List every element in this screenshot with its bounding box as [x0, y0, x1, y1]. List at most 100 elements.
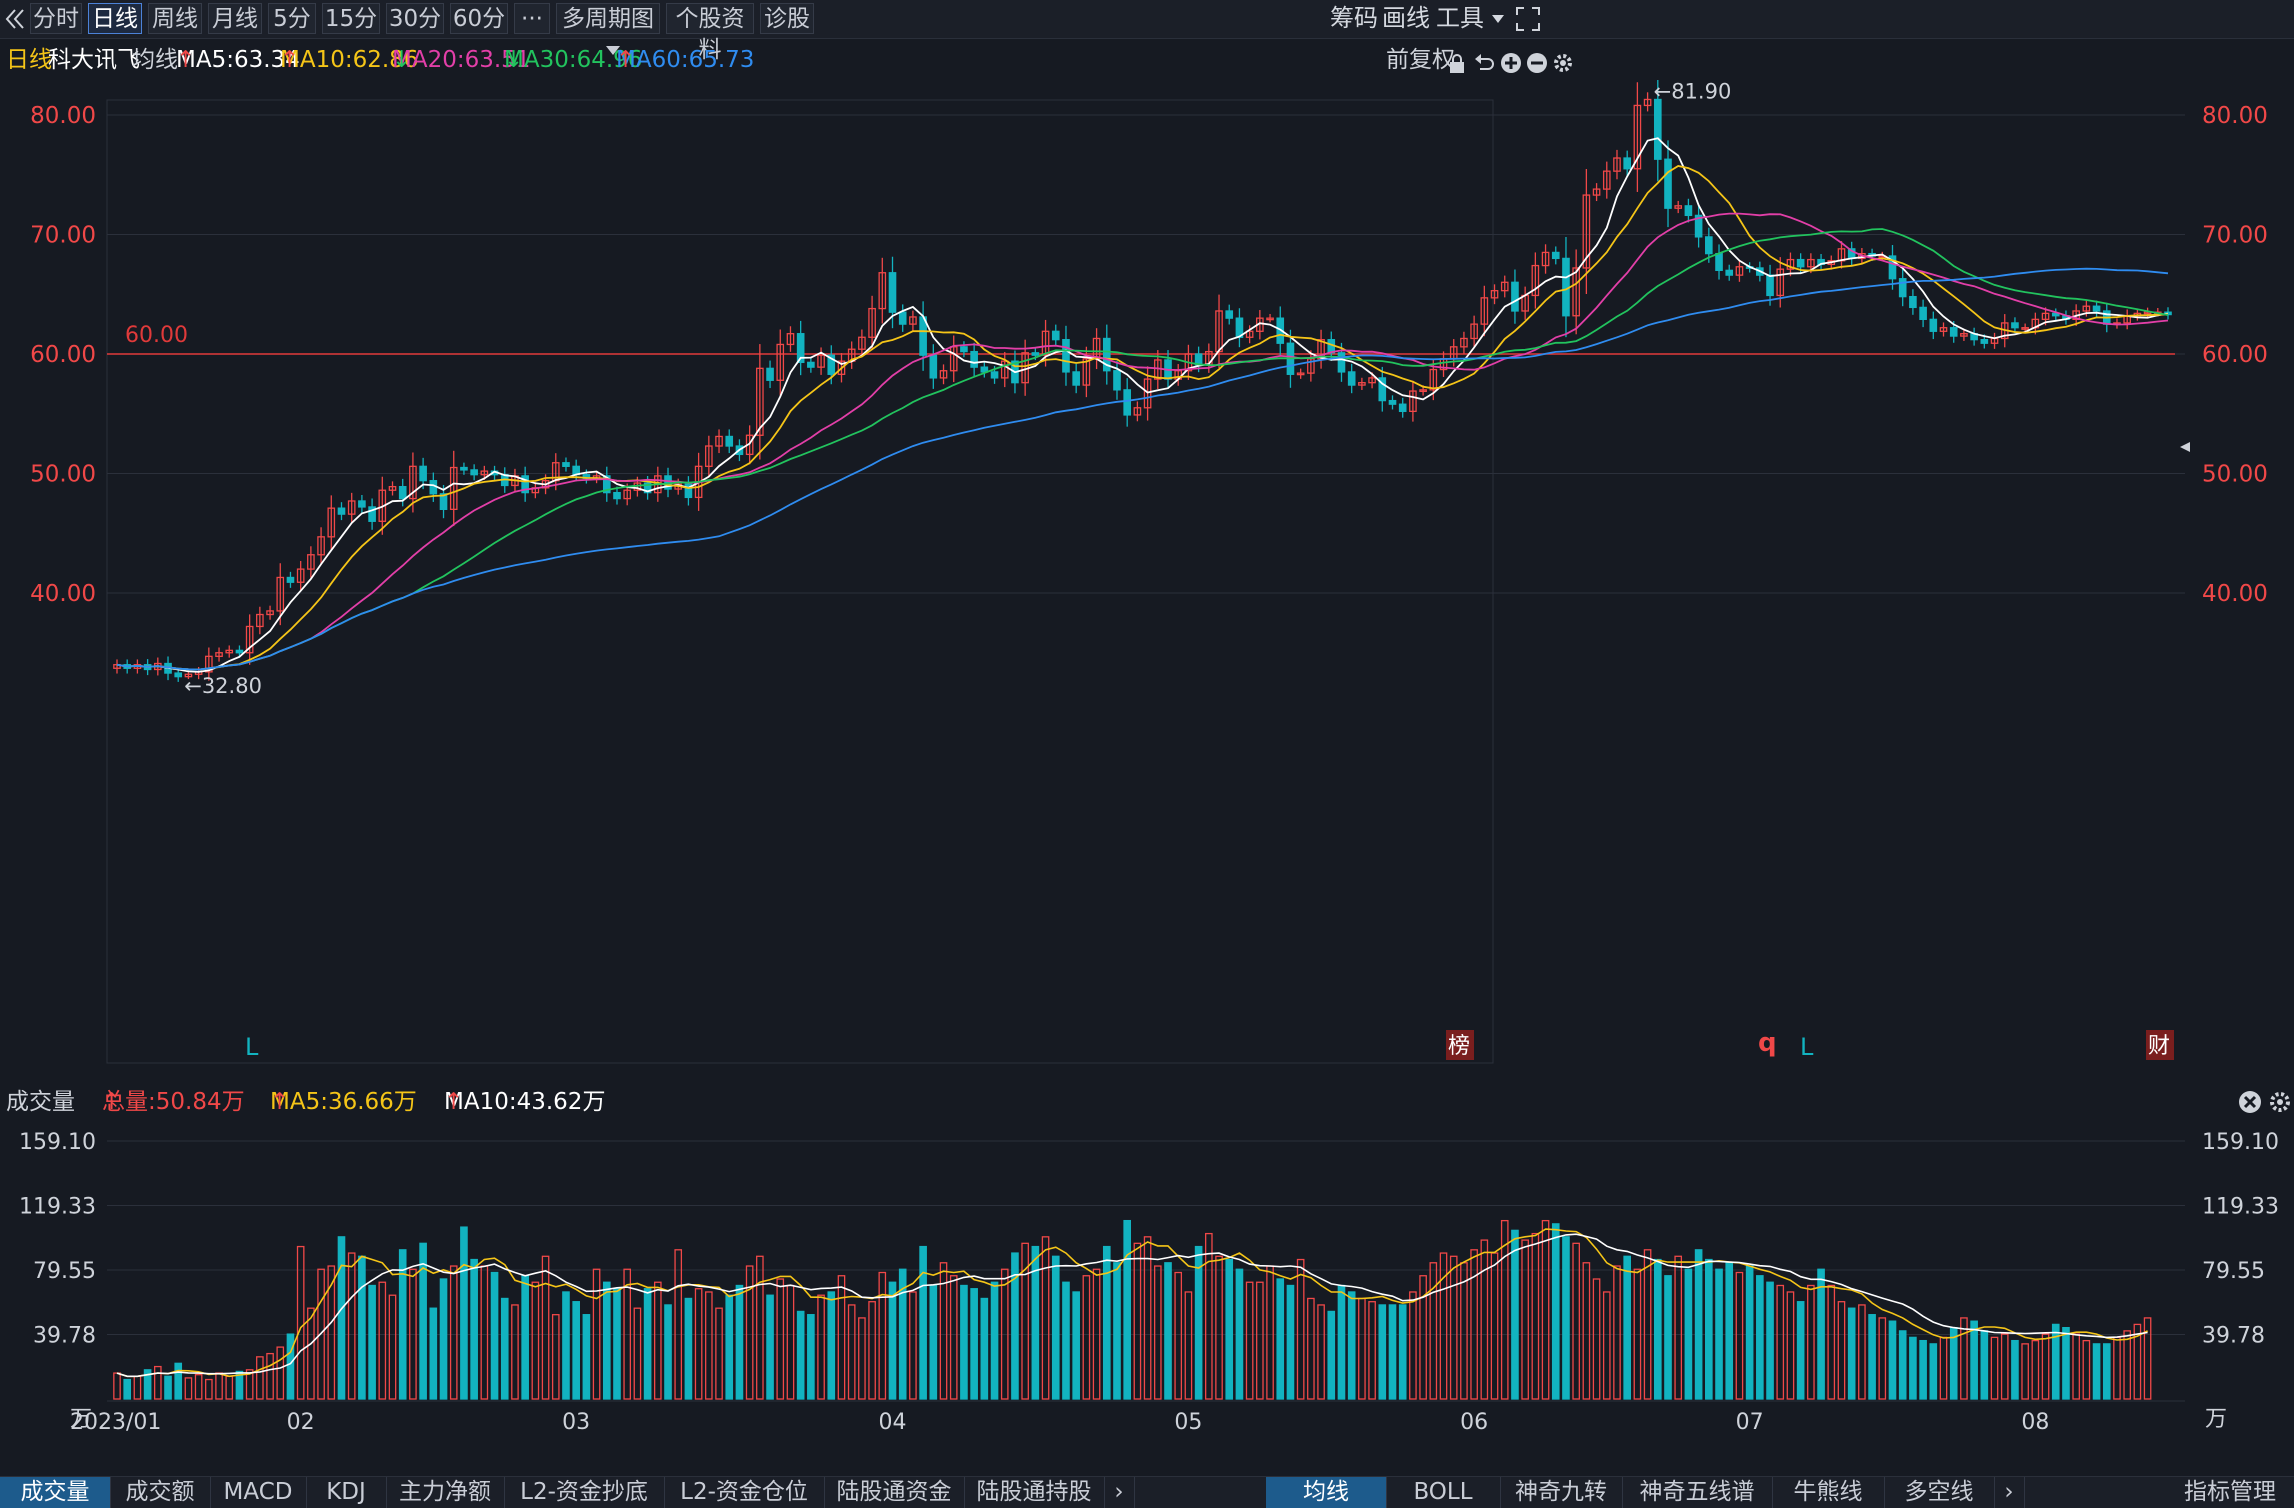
- stock-name: 科大讯飞: [48, 47, 140, 73]
- candle-body: [796, 333, 805, 364]
- tab-daily[interactable]: 日线: [88, 3, 142, 34]
- volume-ma10-line: [116, 1233, 2148, 1378]
- tab-diagnose[interactable]: 诊股: [760, 3, 814, 34]
- candle-body: [1378, 377, 1387, 402]
- price-chart[interactable]: 80.00 70.00 60.00 50.00 40.00 80.00 70.00 60.0…: [0, 80, 2294, 1080]
- gear-icon[interactable]: [1552, 49, 1574, 85]
- candle-body: [1786, 258, 1795, 270]
- tab-l2-bottom[interactable]: L2-资金抄底: [504, 1477, 665, 1508]
- volume-bar: [235, 1370, 244, 1400]
- more-button[interactable]: ···: [514, 3, 550, 34]
- volume-unit-left: 万: [70, 1407, 92, 1432]
- volume-tick-label: 159.10: [2202, 1130, 2279, 1155]
- tab-monthly[interactable]: 月线: [208, 3, 262, 34]
- volume-bar: [1143, 1236, 1152, 1400]
- tab-turnover[interactable]: 成交额: [110, 1477, 211, 1508]
- candle-body: [1664, 158, 1672, 209]
- candle-body: [878, 272, 887, 310]
- volume-bar: [786, 1284, 795, 1400]
- candle-body: [419, 465, 427, 482]
- chips-button[interactable]: 筹码: [1330, 4, 1378, 32]
- volume-bar: [2102, 1343, 2111, 1400]
- candle-body: [909, 316, 917, 325]
- tab-northbound-flow[interactable]: 陆股通资金: [824, 1477, 965, 1508]
- candle-body: [2011, 322, 2019, 329]
- volume-bar: [1276, 1278, 1285, 1400]
- volume-bar: [1500, 1219, 1509, 1400]
- tab-multi-period[interactable]: 多周期图: [556, 3, 660, 55]
- candle-body: [1725, 269, 1734, 276]
- candle-body: [766, 367, 774, 381]
- candle-body: [960, 346, 968, 353]
- tab-5min[interactable]: 5分: [268, 3, 316, 34]
- volume-bar: [296, 1245, 305, 1400]
- tools-button[interactable]: 工具: [1436, 3, 1504, 34]
- tab-five-lines[interactable]: 神奇五线谱: [1622, 1477, 1773, 1508]
- candle-body: [1225, 310, 1234, 319]
- candle-body: [1633, 104, 1642, 170]
- tab-15min[interactable]: 15分: [322, 3, 380, 34]
- volume-tick-label: 39.78: [2202, 1323, 2265, 1348]
- candle-body: [1051, 330, 1060, 341]
- volume-bar: [419, 1242, 427, 1400]
- tab-macd[interactable]: MACD: [210, 1477, 307, 1508]
- candle-body: [623, 489, 632, 500]
- volume-bar: [531, 1281, 540, 1400]
- x-tick-label: 08: [2021, 1410, 2049, 1435]
- tab-30min[interactable]: 30分: [386, 3, 444, 34]
- tab-weekly[interactable]: 周线: [148, 3, 202, 34]
- lock-icon[interactable]: [1448, 50, 1466, 86]
- zoom-out-icon[interactable]: [1526, 49, 1548, 85]
- volume-bar: [1235, 1268, 1244, 1400]
- indicator-manager-button[interactable]: 指标管理: [2184, 1479, 2276, 1505]
- volume-bar: [1562, 1236, 1570, 1400]
- tab-main-net[interactable]: 主力净额: [386, 1477, 505, 1508]
- volume-bar: [1960, 1317, 1968, 1400]
- tab-l2-position[interactable]: L2-资金仓位: [664, 1477, 825, 1508]
- chevron-right-icon[interactable]: ›: [1994, 1477, 2025, 1508]
- volume-bar: [1796, 1301, 1805, 1400]
- bang-badge[interactable]: [1446, 1030, 1474, 1060]
- tab-long-short[interactable]: 多空线: [1884, 1477, 1995, 1508]
- candle-body: [2021, 327, 2029, 330]
- volume-chart[interactable]: 159.10 119.33 79.55 39.78 159.10 119.33 79.55…: [0, 1121, 2294, 1476]
- fullscreen-icon[interactable]: [1514, 5, 1542, 33]
- tab-nine-turn[interactable]: 神奇九转: [1500, 1477, 1623, 1508]
- volume-bar: [1307, 1297, 1315, 1400]
- tab-bull-bear[interactable]: 牛熊线: [1772, 1477, 1885, 1508]
- draw-line-button[interactable]: 画线: [1382, 4, 1430, 32]
- candle-body: [756, 367, 764, 436]
- tab-60min[interactable]: 60分: [450, 3, 508, 34]
- tab-stock-info[interactable]: 个股资料: [666, 3, 754, 63]
- tab-boll[interactable]: BOLL: [1386, 1477, 1501, 1508]
- volume-bar: [123, 1378, 132, 1400]
- zoom-in-icon[interactable]: [1500, 49, 1522, 85]
- tab-northbound-hold[interactable]: 陆股通持股: [964, 1477, 1105, 1508]
- volume-bar: [1970, 1320, 1978, 1400]
- volume-bar: [1878, 1317, 1887, 1400]
- tab-fenshi[interactable]: 分时: [30, 3, 82, 34]
- tab-kdj[interactable]: KDJ: [306, 1477, 387, 1508]
- chevron-right-icon[interactable]: ›: [1104, 1477, 1135, 1508]
- arrow-up-icon: ↑: [280, 47, 300, 73]
- candle-body: [1000, 360, 1009, 379]
- tab-volume[interactable]: 成交量: [0, 1477, 111, 1508]
- volume-bar: [1062, 1281, 1070, 1400]
- volume-bar: [143, 1369, 152, 1400]
- volume-bar: [1572, 1242, 1580, 1400]
- adjust-mode-button[interactable]: 前复权: [1386, 47, 1455, 73]
- double-chevron-left-icon[interactable]: [4, 4, 26, 34]
- close-icon[interactable]: [2238, 1090, 2262, 1124]
- volume-bar: [1929, 1343, 1938, 1400]
- y-tick-label: 80.00: [30, 103, 96, 129]
- tab-ma[interactable]: 均线: [1266, 1477, 1387, 1508]
- volume-bar: [939, 1262, 948, 1400]
- volume-bar: [1980, 1330, 1989, 1400]
- volume-bar: [1051, 1255, 1060, 1400]
- arrow-up-icon: ↑: [616, 47, 636, 73]
- volume-bar: [1123, 1219, 1132, 1400]
- gear-icon[interactable]: [2268, 1090, 2292, 1124]
- cai-badge[interactable]: [2146, 1030, 2174, 1060]
- undo-icon[interactable]: [1474, 49, 1496, 85]
- candle-body: [868, 307, 876, 338]
